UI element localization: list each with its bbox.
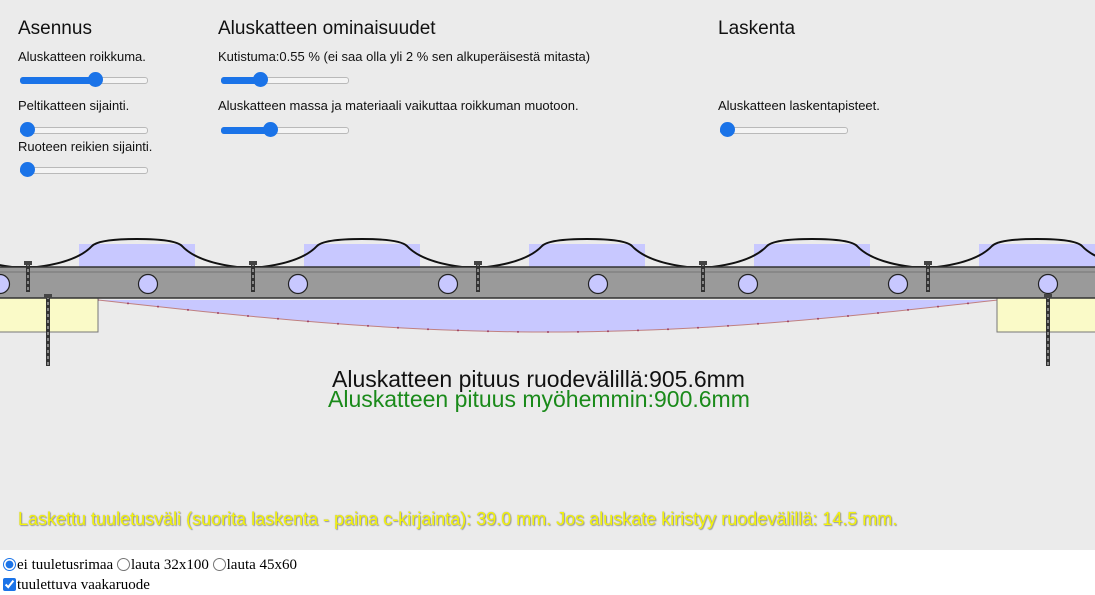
radio-no-batten[interactable]: ei tuuletusrimaa xyxy=(3,557,113,573)
calc-point xyxy=(967,302,969,305)
calc-point xyxy=(667,328,669,331)
sheet-screw-head xyxy=(474,261,482,265)
section-title-calculation: Laskenta xyxy=(718,18,796,39)
calc-point xyxy=(217,312,219,315)
section-title-asennus: Asennus xyxy=(18,18,92,39)
batten-hole xyxy=(1037,273,1059,295)
batten-screw-left-head xyxy=(44,294,52,298)
calc-point xyxy=(277,317,279,320)
hole-position-slider[interactable] xyxy=(20,161,148,177)
batten-hole xyxy=(437,273,459,295)
radio-no-batten-label: ei tuuletusrimaa xyxy=(17,557,114,573)
calc-point xyxy=(787,320,789,323)
sheet-profile-line xyxy=(0,237,1095,268)
radio-board-45x60-input[interactable] xyxy=(212,558,226,571)
radio-board-32x100-label: lauta 32x100 xyxy=(130,557,209,573)
sheet-screw-head xyxy=(249,261,257,265)
sheet-position-slider[interactable] xyxy=(20,121,148,137)
slider-thumb[interactable] xyxy=(720,122,735,137)
calc-points-slider[interactable] xyxy=(720,121,848,137)
radio-board-32x100-input[interactable] xyxy=(116,558,130,571)
calc-point xyxy=(247,315,249,317)
membrane-layer xyxy=(97,299,999,333)
calc-point xyxy=(877,312,879,315)
sheet-rib-fill xyxy=(979,244,1095,267)
calc-point xyxy=(397,326,399,329)
slider-label-mass: Aluskatteen massa ja materiaali vaikutta… xyxy=(218,98,579,113)
slider-thumb[interactable] xyxy=(88,72,104,87)
calc-point xyxy=(697,326,699,329)
length-now-text: Aluskatteen pituus ruodevälillä:905.6mm xyxy=(332,366,745,392)
calc-point xyxy=(547,331,549,333)
calc-point xyxy=(727,324,729,327)
mass-slider[interactable] xyxy=(221,121,349,137)
calc-point xyxy=(907,308,909,311)
slider-label-shrinkage: Kutistuma:0.55 % (ei saa olla yli 2 % se… xyxy=(218,49,591,64)
batten-hole xyxy=(737,273,759,295)
slider-label-hole-position: Ruoteen reikien sijainti. xyxy=(18,139,153,154)
sheet-rib-fill xyxy=(529,244,645,267)
calc-point xyxy=(367,324,369,327)
sheet-screw-head xyxy=(699,261,707,265)
shrinkage-slider[interactable] xyxy=(221,71,349,87)
batten-hole xyxy=(137,273,159,295)
calc-point xyxy=(127,302,129,305)
membrane-sag xyxy=(98,300,998,332)
radio-row: ei tuuletusrimaa lauta 32x100 lauta 45x6… xyxy=(3,555,297,575)
section-title-properties: Aluskatteen ominaisuudet xyxy=(218,18,436,39)
option-controls: ei tuuletusrimaa lauta 32x100 lauta 45x6… xyxy=(3,555,297,595)
sheet-rib-fill xyxy=(304,244,420,267)
sag-slider[interactable] xyxy=(20,71,148,87)
slider-thumb[interactable] xyxy=(20,122,35,137)
slider-thumb[interactable] xyxy=(263,122,279,137)
roof-cross-section xyxy=(0,237,1095,366)
calc-point xyxy=(937,305,939,308)
length-later-text: Aluskatteen pituus myöhemmin:900.6mm xyxy=(328,386,750,412)
calc-point xyxy=(637,329,639,332)
ventilated-batten-checkbox[interactable] xyxy=(3,578,16,591)
checkbox-row: tuulettuva vaakaruode xyxy=(3,575,297,595)
batten-layer xyxy=(0,266,1095,299)
sheet-rib-fill xyxy=(79,244,195,267)
simulation-canvas: Asennus Aluskatteen roikkuma. Peltikatte… xyxy=(0,0,1095,550)
radio-board-45x60[interactable]: lauta 45x60 xyxy=(212,557,298,573)
radio-no-batten-input[interactable] xyxy=(3,558,16,571)
batten-hole xyxy=(287,273,309,295)
slider-thumb[interactable] xyxy=(20,162,35,177)
calc-point xyxy=(847,315,849,317)
ventilated-batten-toggle[interactable]: tuulettuva vaakaruode xyxy=(3,577,150,593)
calc-point xyxy=(457,329,459,332)
ventilated-batten-label: tuulettuva vaakaruode xyxy=(17,577,150,593)
calc-point xyxy=(337,322,339,325)
calc-point xyxy=(487,330,489,333)
calc-point xyxy=(607,330,609,333)
sheet-rib-fill xyxy=(754,244,870,267)
slider-label-calc-points: Aluskatteen laskentapisteet. xyxy=(718,98,880,113)
batten-hole xyxy=(887,273,909,295)
sheet-screw-head xyxy=(924,261,932,265)
calc-point xyxy=(517,330,519,333)
calc-point xyxy=(427,328,429,331)
ventilation-result-text: Laskettu tuuletusväli (suorita laskenta … xyxy=(18,509,898,529)
calc-point xyxy=(577,330,579,333)
screw-layer xyxy=(24,261,1052,366)
batten-hole xyxy=(587,273,609,295)
slider-label-sag: Aluskatteen roikkuma. xyxy=(18,49,146,64)
radio-board-32x100[interactable]: lauta 32x100 xyxy=(116,557,209,573)
calc-point xyxy=(187,308,189,311)
radio-board-45x60-label: lauta 45x60 xyxy=(226,557,298,573)
batten-hole xyxy=(0,273,11,295)
batten-screw-right-head xyxy=(1044,294,1052,298)
calc-point xyxy=(817,317,819,320)
sheet-screw-head xyxy=(24,261,32,265)
calc-point xyxy=(757,322,759,325)
slider-label-sheet-position: Peltikatteen sijainti. xyxy=(18,98,130,113)
roof-sheet-profile xyxy=(0,237,1095,268)
calc-point xyxy=(307,320,309,323)
slider-thumb[interactable] xyxy=(252,72,268,87)
calc-point xyxy=(157,305,159,308)
